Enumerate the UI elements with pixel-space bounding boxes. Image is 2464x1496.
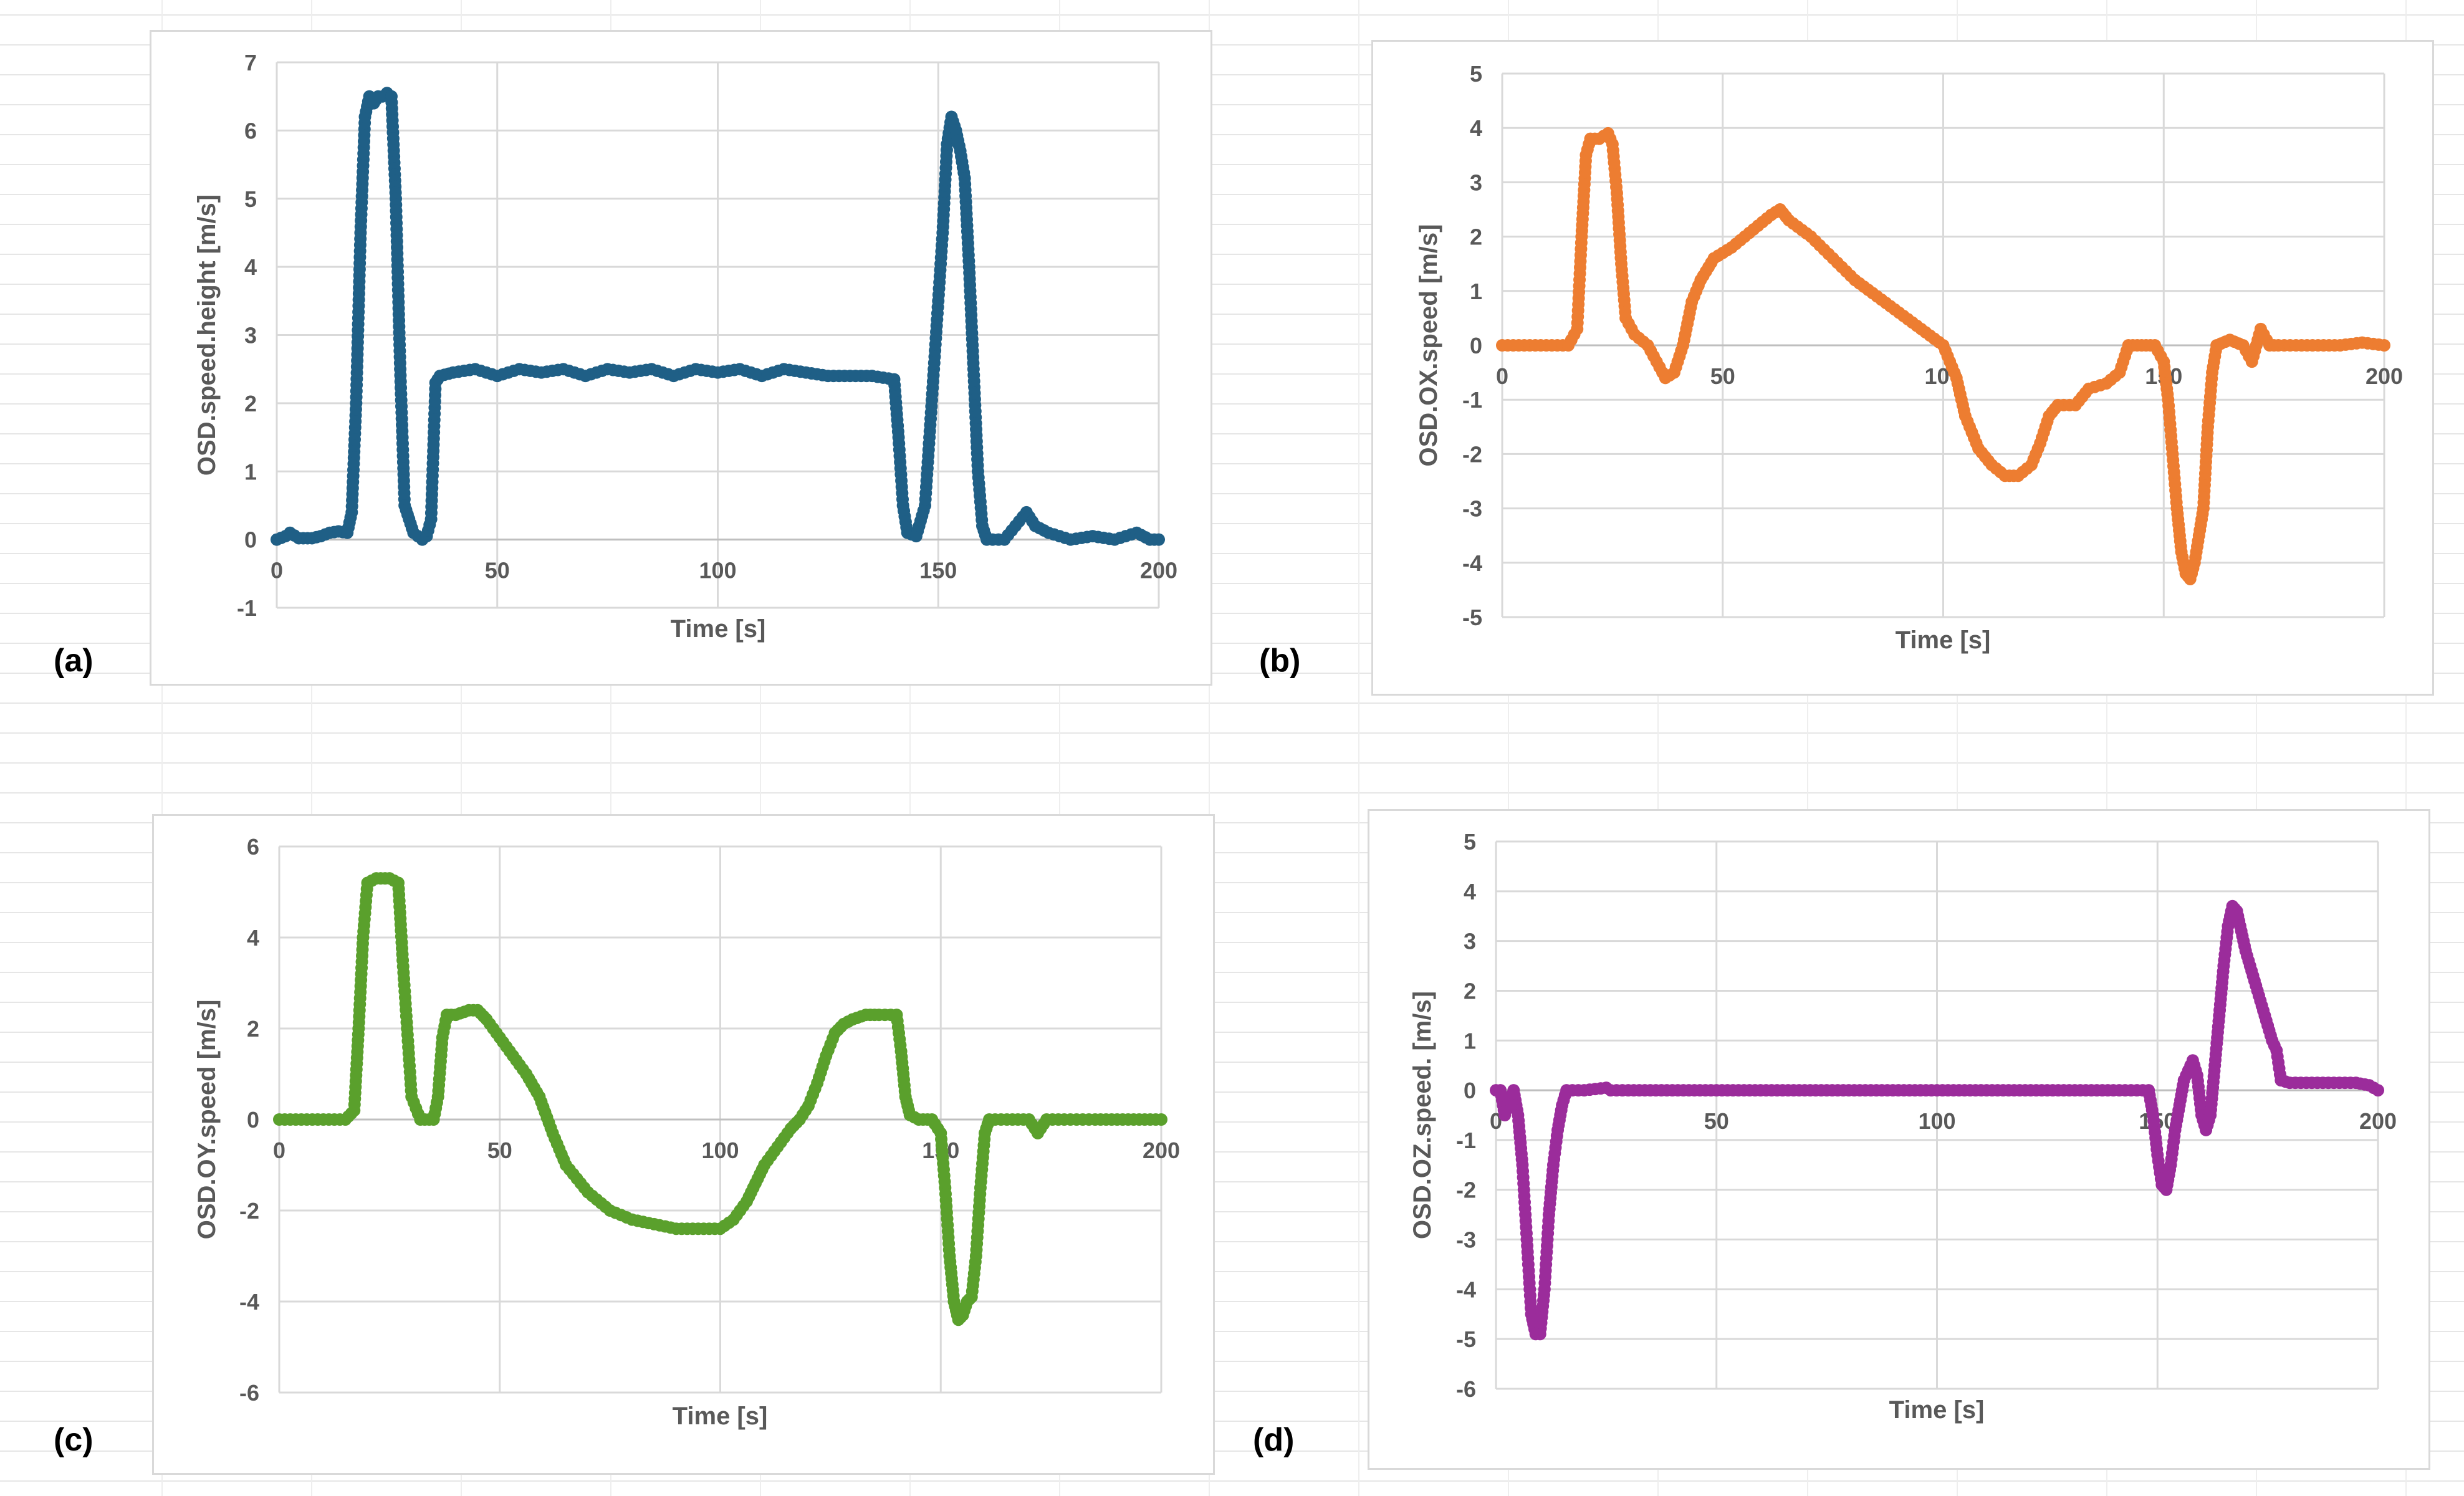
y-tick-label: 1 <box>1470 279 1482 304</box>
y-axis-title: OSD.OY.speed [m/s] <box>193 1000 221 1240</box>
x-tick-label: 150 <box>919 558 957 583</box>
y-tick-label: 3 <box>1470 170 1482 195</box>
y-tick-label: 3 <box>1464 929 1476 954</box>
y-tick-label: 4 <box>247 925 259 951</box>
y-tick-label: 0 <box>247 1107 259 1133</box>
y-tick-label: -1 <box>1456 1128 1476 1153</box>
y-axis-title: OSD.OX.speed [m/s] <box>1415 224 1442 467</box>
x-tick-label: 0 <box>1496 363 1508 389</box>
data-point <box>1153 533 1165 546</box>
y-tick-label: 5 <box>244 186 257 212</box>
x-tick-label: 200 <box>2359 1108 2397 1134</box>
y-tick-label: -3 <box>1462 496 1482 522</box>
panel-label-b: (b) <box>1259 643 1301 679</box>
y-axis-title: OSD.OZ.speed. [m/s] <box>1409 991 1436 1239</box>
data-point <box>2378 339 2390 352</box>
x-tick-label: 200 <box>1140 558 1177 583</box>
y-tick-label: -1 <box>1462 387 1482 413</box>
y-tick-label: 3 <box>244 323 257 348</box>
y-tick-label: 1 <box>244 459 257 484</box>
y-tick-label: -6 <box>1456 1376 1476 1402</box>
y-tick-label: 6 <box>244 118 257 143</box>
y-tick-label: -5 <box>1456 1326 1476 1352</box>
y-tick-label: 7 <box>244 50 257 75</box>
chart-b-frame[interactable] <box>1371 40 2434 696</box>
y-tick-label: 0 <box>244 527 257 553</box>
y-tick-label: 4 <box>244 254 257 280</box>
x-tick-label: 200 <box>2366 363 2403 389</box>
x-axis-title: Time [s] <box>673 1402 768 1430</box>
chart-a-frame[interactable] <box>150 30 1212 686</box>
y-tick-label: -1 <box>237 595 257 621</box>
x-axis-title: Time [s] <box>1889 1396 1985 1424</box>
x-axis-title: Time [s] <box>671 615 766 643</box>
x-tick-label: 0 <box>273 1138 285 1163</box>
x-axis-title: Time [s] <box>1896 626 1991 654</box>
y-tick-label: -2 <box>1462 441 1482 467</box>
y-tick-label: 0 <box>1470 333 1482 358</box>
y-tick-label: 6 <box>247 834 259 860</box>
x-tick-label: 50 <box>485 558 510 583</box>
y-tick-label: 5 <box>1464 829 1476 855</box>
x-tick-label: 50 <box>1704 1108 1729 1134</box>
y-tick-label: -5 <box>1462 605 1482 630</box>
x-tick-label: 100 <box>699 558 736 583</box>
y-tick-label: -4 <box>1456 1277 1476 1302</box>
panel-label-d: (d) <box>1253 1422 1295 1458</box>
y-tick-label: -3 <box>1456 1227 1476 1253</box>
data-point <box>2372 1084 2384 1097</box>
y-tick-label: 2 <box>1464 978 1476 1004</box>
chart-c-frame[interactable] <box>152 814 1215 1475</box>
y-tick-label: 5 <box>1470 61 1482 87</box>
y-tick-label: 2 <box>1470 224 1482 250</box>
panel-label-c: (c) <box>54 1422 93 1458</box>
x-tick-label: 50 <box>1710 363 1735 389</box>
y-tick-label: 2 <box>247 1016 259 1042</box>
x-tick-label: 0 <box>271 558 283 583</box>
y-tick-label: 1 <box>1464 1028 1476 1053</box>
y-tick-label: 0 <box>1464 1078 1476 1103</box>
y-tick-label: -4 <box>1462 550 1482 576</box>
y-tick-label: -2 <box>239 1198 259 1224</box>
y-tick-label: -4 <box>239 1289 259 1315</box>
y-tick-label: 4 <box>1470 115 1482 141</box>
x-tick-label: 100 <box>701 1138 739 1163</box>
y-tick-label: 2 <box>244 391 257 416</box>
y-tick-label: -6 <box>239 1380 259 1406</box>
y-axis-title: OSD.speed.height [m/s] <box>193 194 221 476</box>
x-tick-label: 200 <box>1143 1138 1180 1163</box>
panel-label-a: (a) <box>54 643 93 679</box>
x-tick-label: 50 <box>487 1138 512 1163</box>
x-tick-label: 100 <box>1918 1108 1955 1134</box>
data-point <box>1155 1113 1167 1126</box>
y-tick-label: 4 <box>1464 879 1476 904</box>
y-tick-label: -2 <box>1456 1177 1476 1203</box>
